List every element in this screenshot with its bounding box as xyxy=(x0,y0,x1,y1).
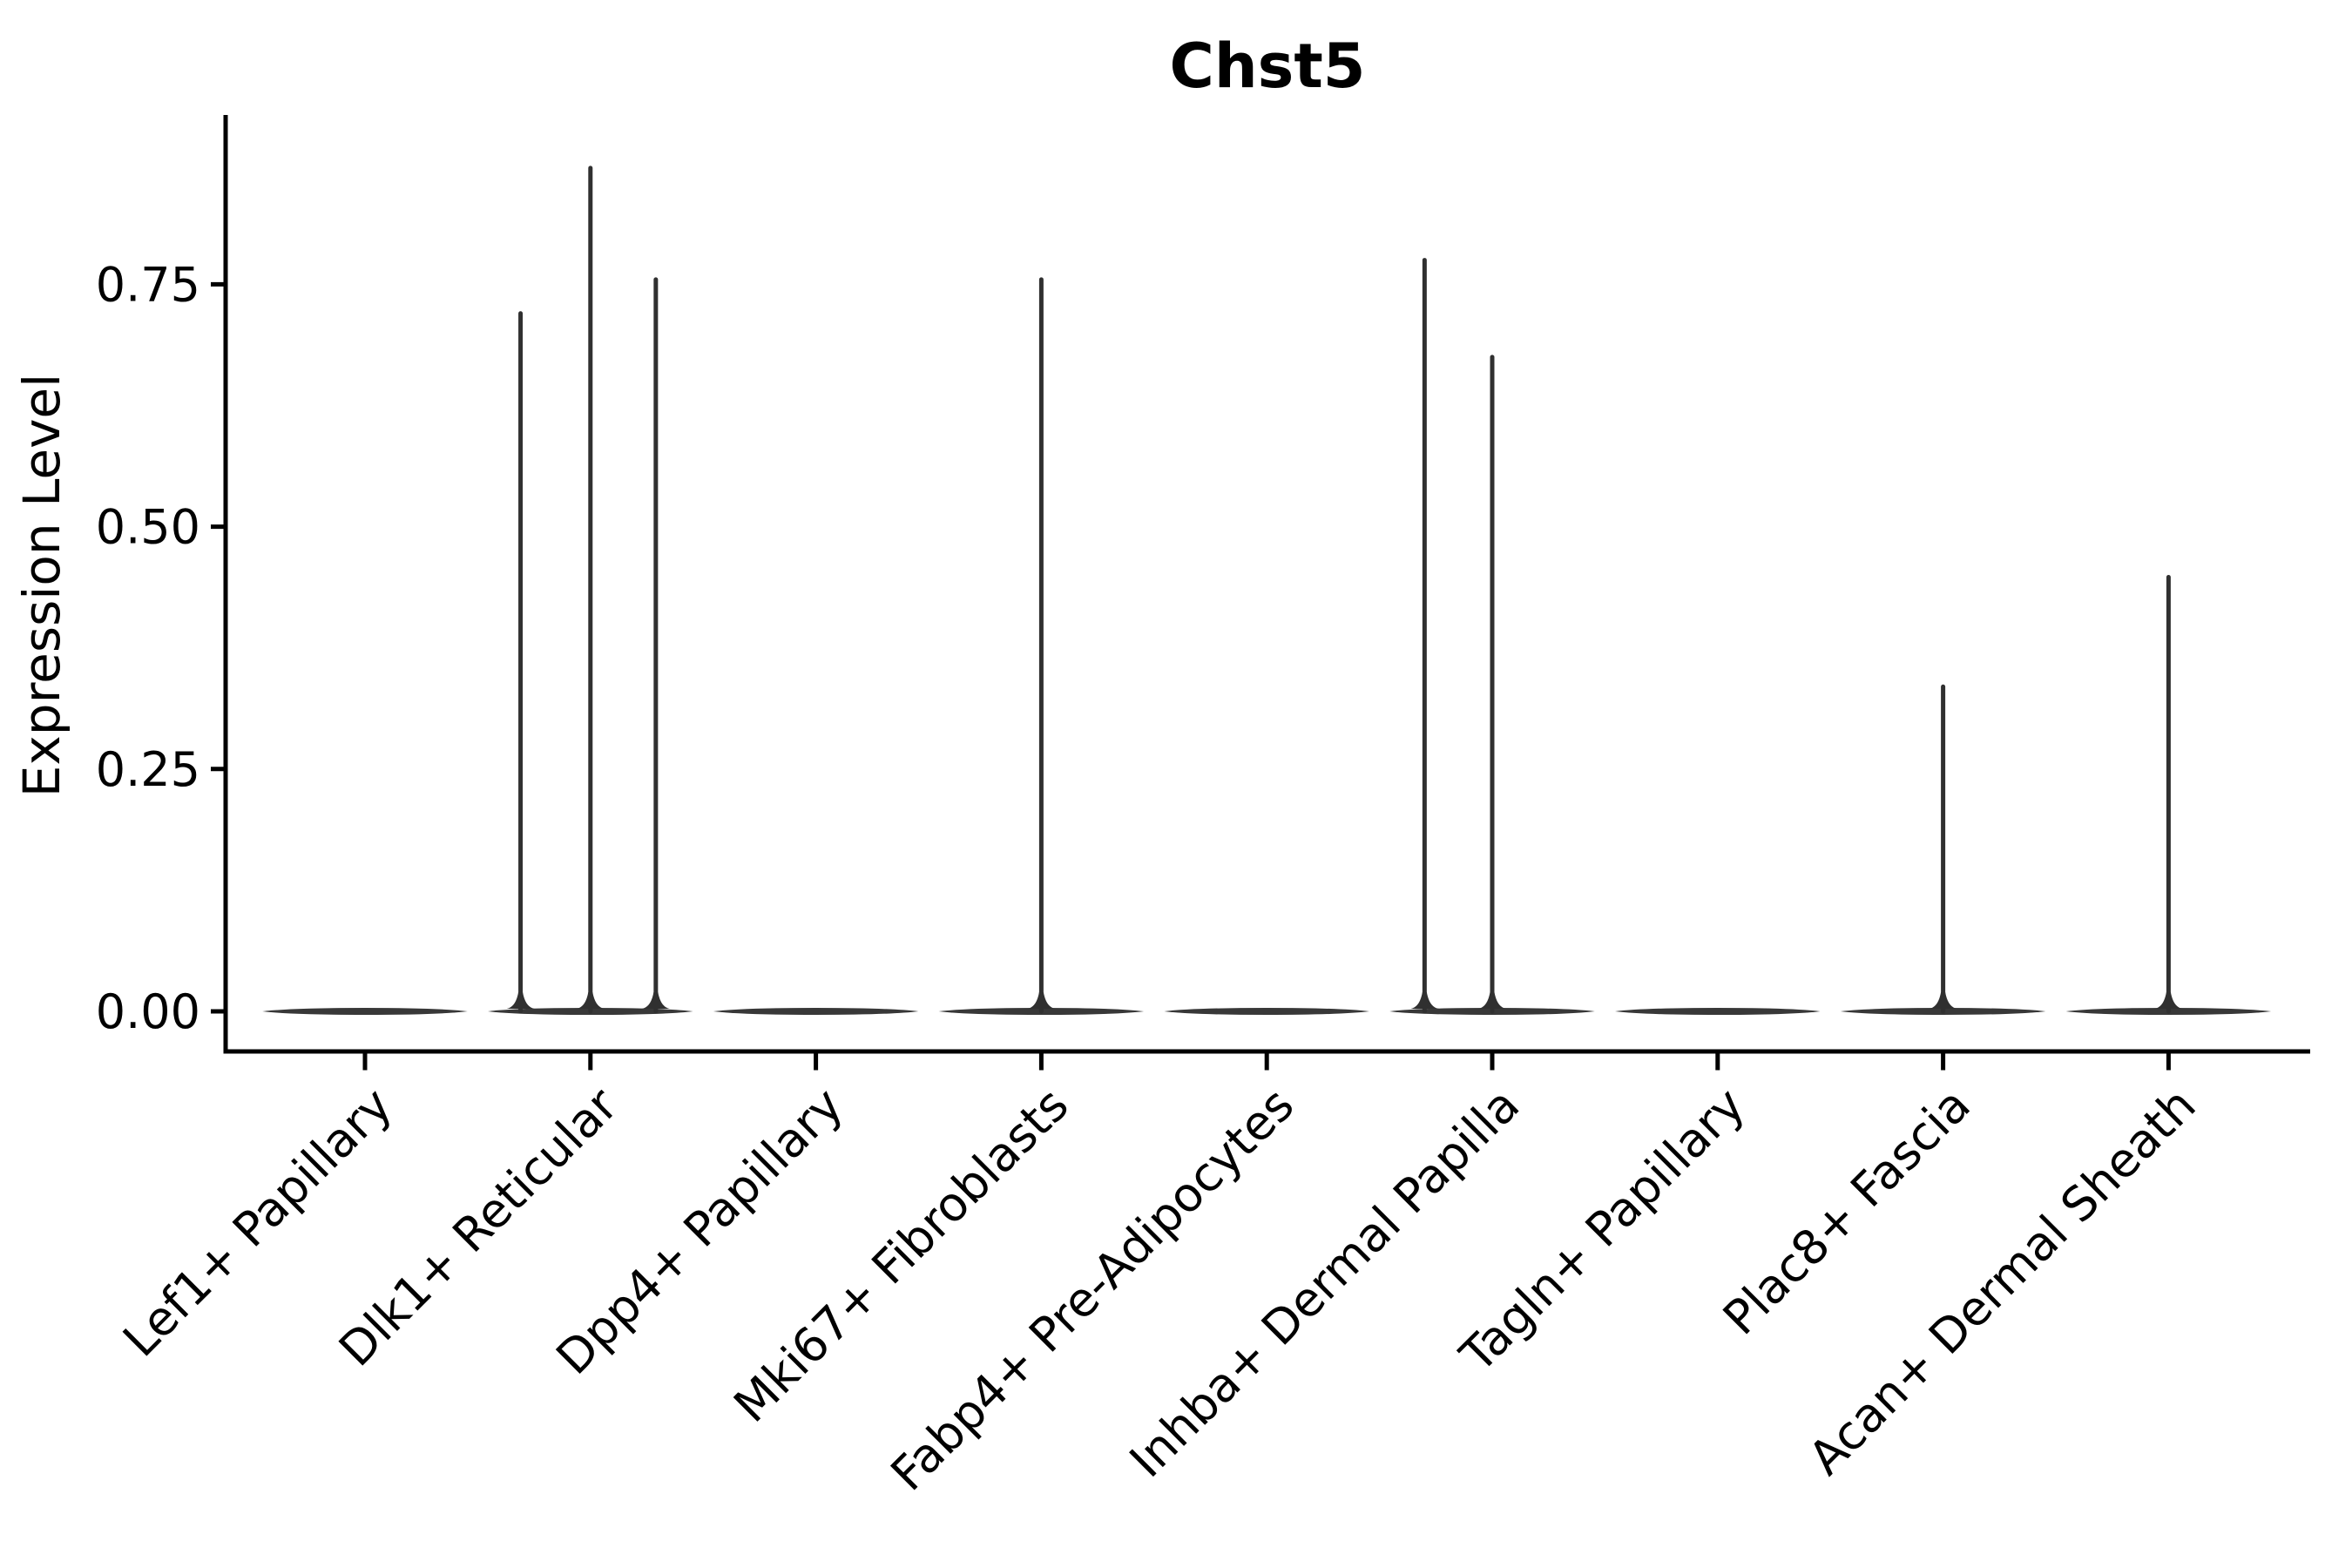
y-tick-label: 0.00 xyxy=(96,984,200,1039)
x-tick-label: Acan+ Dermal Sheath xyxy=(1798,1078,2206,1485)
violin xyxy=(1164,1008,1369,1015)
violin-spike-flare xyxy=(576,992,605,1009)
chart-title: Chst5 xyxy=(1169,30,1365,102)
violin-baseline xyxy=(1164,1008,1369,1015)
violin-baseline xyxy=(262,1008,468,1015)
y-tick-label: 0.50 xyxy=(96,500,200,555)
y-axis: 0.00 0.25 0.50 0.75 xyxy=(96,115,228,1054)
violin-baseline xyxy=(1615,1008,1821,1015)
violin xyxy=(938,277,1145,1015)
y-axis-label: Expression Level xyxy=(12,374,71,797)
violin xyxy=(488,166,693,1015)
violin-baseline xyxy=(713,1008,919,1015)
violin-spike-flare xyxy=(1027,992,1056,1009)
violin xyxy=(713,1008,919,1015)
violin-spike-flare xyxy=(1478,992,1506,1009)
violin-spike-flare xyxy=(641,992,670,1009)
violin-spike-flare xyxy=(1929,992,1957,1009)
violin-spike-flare xyxy=(1410,992,1439,1009)
y-tick-label: 0.25 xyxy=(96,742,200,797)
x-tick-label: Inhba+ Dermal Papilla xyxy=(1119,1078,1530,1488)
x-tick-label: Fabp4+ Pre-Adipocytes xyxy=(881,1078,1305,1502)
violin xyxy=(262,1008,468,1015)
violin xyxy=(1615,1008,1821,1015)
violin-spike-flare xyxy=(506,992,535,1009)
violin xyxy=(1840,684,2046,1015)
violin-spike-flare xyxy=(2154,992,2183,1009)
violins-layer xyxy=(262,166,2272,1015)
violin xyxy=(2065,574,2272,1015)
violin xyxy=(1389,258,1595,1015)
y-tick-label: 0.75 xyxy=(96,257,200,312)
